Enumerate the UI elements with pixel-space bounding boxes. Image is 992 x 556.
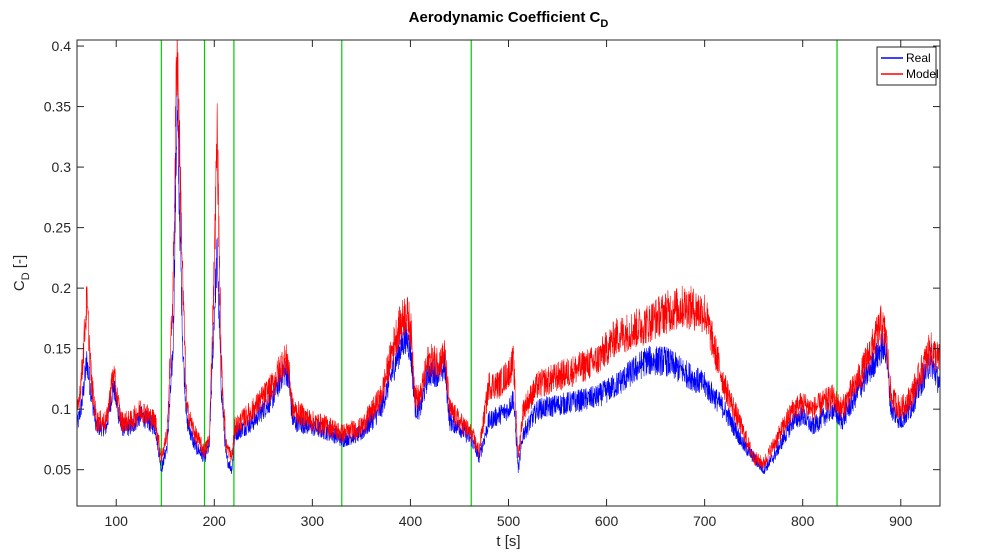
chart-title-main: Aerodynamic Coefficient C <box>409 9 601 26</box>
y-tick-label: 0.2 <box>52 280 72 296</box>
x-axis-label: t [s] <box>496 533 520 550</box>
chart-title: Aerodynamic Coefficient CD <box>409 9 609 30</box>
x-tick-label: 700 <box>693 513 717 529</box>
y-tick-label: 0.15 <box>44 341 71 357</box>
y-axis-label-suffix: [-] <box>11 255 28 273</box>
series-layer <box>77 40 940 475</box>
x-tick-label: 900 <box>889 513 913 529</box>
y-axis: 0.05 0.1 0.15 0.2 0.25 0.3 0.35 0.4 <box>44 38 940 478</box>
chart-title-sub: D <box>600 18 608 30</box>
y-tick-label: 0.05 <box>44 462 71 478</box>
y-axis-label-main: C <box>11 280 28 291</box>
x-tick-label: 600 <box>595 513 619 529</box>
legend-label-model: Model <box>906 67 939 81</box>
x-tick-label: 100 <box>105 513 129 529</box>
y-axis-label-sub: D <box>20 272 32 280</box>
legend: Real Model <box>876 46 939 86</box>
series-line-model <box>77 40 940 469</box>
x-axis: 100 200 300 400 500 600 700 800 900 <box>105 40 913 529</box>
y-axis-label: CD [-] <box>11 255 32 291</box>
y-tick-label: 0.35 <box>44 99 71 115</box>
y-tick-label: 0.3 <box>52 159 72 175</box>
plot-area <box>77 40 940 506</box>
x-tick-label: 200 <box>203 513 227 529</box>
x-tick-label: 400 <box>399 513 423 529</box>
y-tick-label: 0.25 <box>44 220 71 236</box>
x-tick-label: 800 <box>791 513 815 529</box>
y-tick-label: 0.1 <box>52 401 72 417</box>
y-tick-label: 0.4 <box>52 38 72 54</box>
legend-box <box>876 46 937 86</box>
x-tick-label: 500 <box>497 513 521 529</box>
x-tick-label: 300 <box>301 513 325 529</box>
vertical-markers <box>160 40 838 506</box>
legend-label-real: Real <box>906 51 931 65</box>
